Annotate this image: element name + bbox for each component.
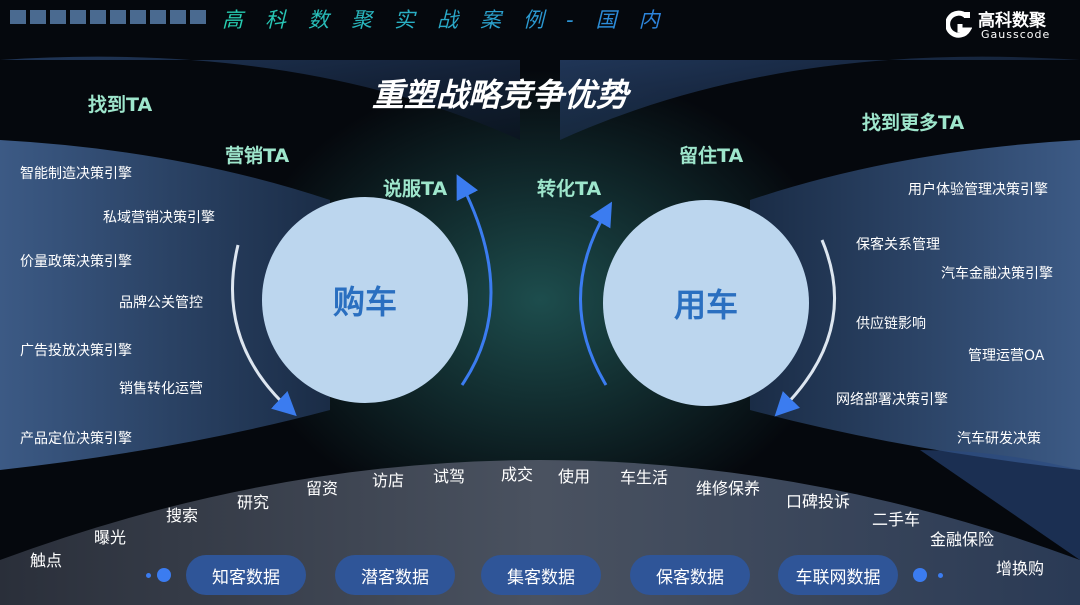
left-engine: 广告投放决策引擎 (20, 343, 132, 359)
right-engine: 汽车金融决策引擎 (941, 266, 1053, 282)
left-engine: 智能制造决策引擎 (20, 166, 132, 182)
journey-stage: 增换购 (996, 559, 1045, 578)
left-engine: 价量政策决策引擎 (20, 254, 132, 270)
circle-use-car: 用车 (603, 200, 809, 406)
ta-find-more: 找到更多TA (862, 112, 965, 134)
journey-stage: 触点 (30, 551, 63, 570)
data-pill-jike: 集客数据 (481, 555, 601, 595)
decorative-dot (913, 568, 927, 582)
journey-stage: 车生活 (620, 468, 669, 487)
left-engine: 私域营销决策引擎 (103, 210, 215, 226)
journey-stage: 金融保险 (930, 530, 995, 549)
right-engine: 管理运营OA (968, 348, 1045, 364)
journey-stage: 口碑投诉 (786, 492, 851, 511)
journey-stage: 访店 (372, 471, 405, 490)
journey-stage: 搜索 (166, 506, 199, 525)
data-pill-baoke: 保客数据 (630, 555, 750, 595)
left-engine: 品牌公关管控 (119, 295, 203, 311)
journey-stage: 成交 (501, 465, 534, 484)
ta-retain: 留住TA (679, 145, 744, 167)
journey-stage: 维修保养 (696, 479, 761, 498)
data-pill-qianke: 潜客数据 (335, 555, 455, 595)
journey-stage: 研究 (237, 493, 270, 512)
ta-market: 营销TA (225, 145, 290, 167)
logo-subtext: Gausscode (981, 28, 1051, 41)
journey-stage: 曝光 (94, 528, 127, 547)
header-decoration (10, 10, 206, 24)
main-title: 重塑战略竞争优势 (372, 76, 629, 114)
journey-stage: 使用 (558, 467, 591, 486)
right-engine: 汽车研发决策 (957, 431, 1041, 447)
left-engine: 产品定位决策引擎 (20, 431, 132, 447)
circle-buy-car: 购车 (262, 197, 468, 403)
decorative-dot (146, 573, 151, 578)
logo-icon (946, 10, 972, 38)
journey-stage: 留资 (306, 479, 339, 498)
journey-stage: 二手车 (872, 510, 921, 529)
right-engine: 供应链影响 (856, 316, 926, 332)
ta-persuade: 说服TA (383, 178, 448, 200)
header-title: 高科数聚实战案例-国内 (222, 4, 682, 34)
data-pill-iov: 车联网数据 (778, 555, 898, 595)
data-pill-zhike: 知客数据 (186, 555, 306, 595)
ta-convert: 转化TA (537, 178, 602, 200)
logo-text: 高科数聚 (978, 11, 1046, 31)
decorative-dot (157, 568, 171, 582)
right-engine: 网络部署决策引擎 (836, 392, 948, 408)
right-engine: 用户体验管理决策引擎 (908, 182, 1048, 198)
journey-stage: 试驾 (433, 467, 466, 486)
decorative-dot (938, 573, 943, 578)
ta-find: 找到TA (88, 94, 153, 116)
left-engine: 销售转化运营 (119, 381, 203, 397)
right-engine: 保客关系管理 (856, 237, 940, 253)
